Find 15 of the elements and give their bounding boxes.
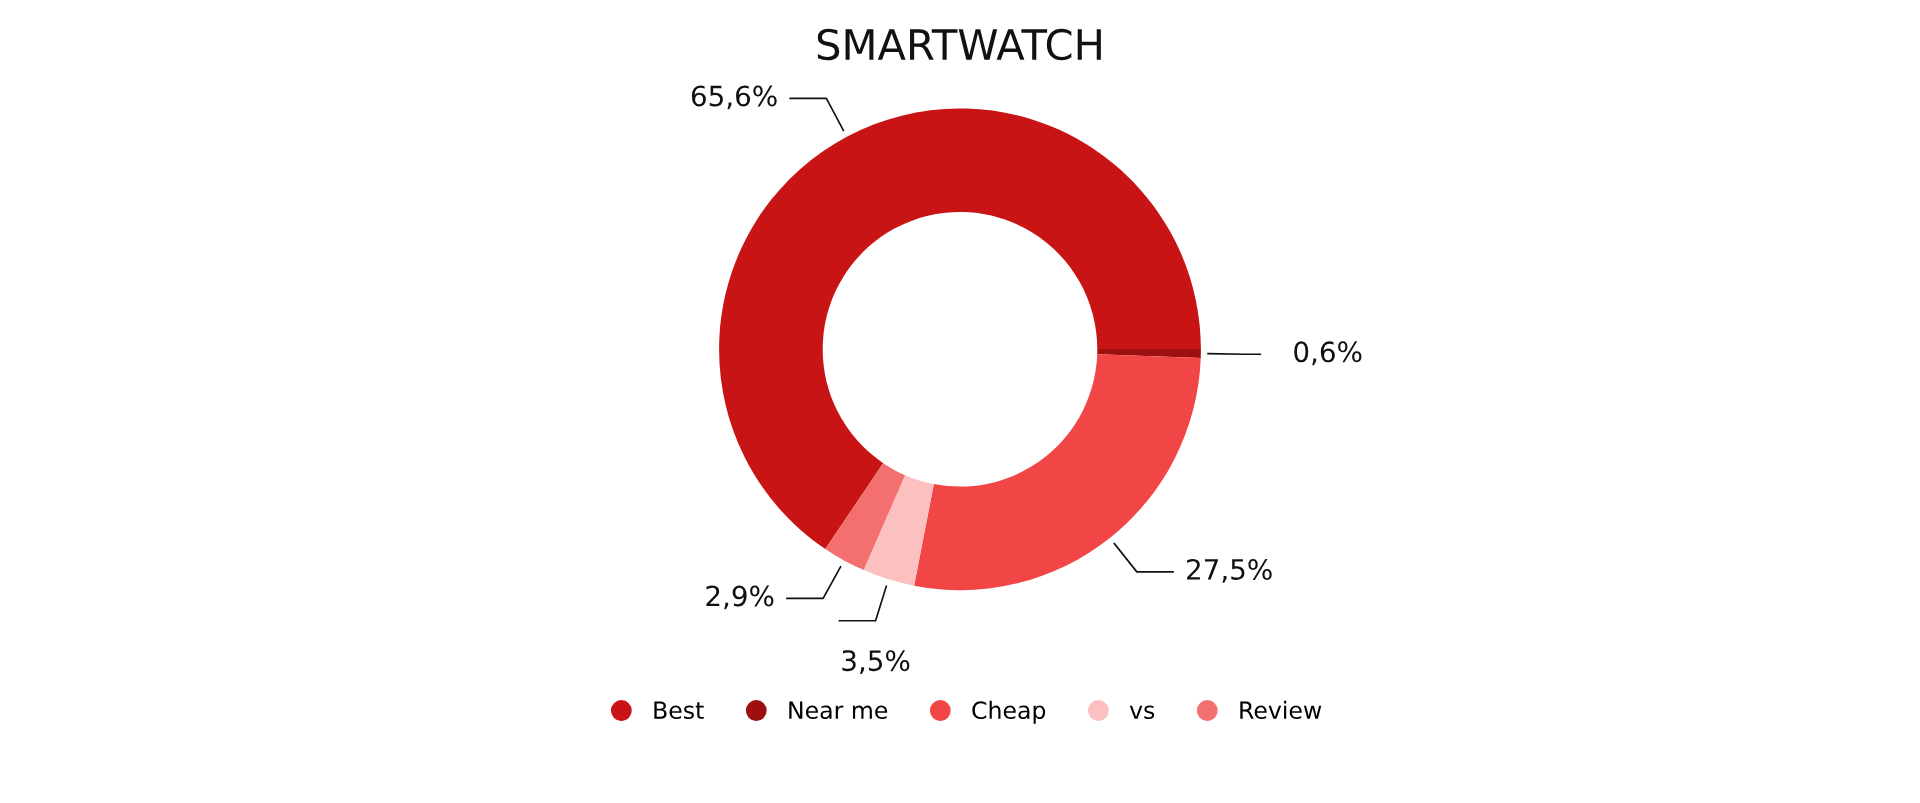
data-label: 27,5%: [1187, 558, 1272, 583]
legend-label: Cheap: [972, 700, 1046, 724]
legend-label: Best: [654, 701, 704, 720]
donut-slice: [719, 108, 1201, 550]
donut-slice: [863, 475, 934, 586]
legend-label: Near me: [789, 701, 888, 720]
data-label: 2,9%: [706, 585, 774, 610]
donut-slice: [825, 463, 906, 571]
legend-label: Review: [1240, 700, 1322, 720]
legend-label: vs: [1129, 705, 1155, 720]
chart-title: SMARTWATCH: [817, 28, 1101, 61]
data-label: 3,5%: [842, 650, 910, 674]
donut-slice: [1097, 348, 1201, 359]
data-label: 0,6%: [1294, 341, 1362, 366]
data-label: 65,6%: [691, 85, 777, 110]
